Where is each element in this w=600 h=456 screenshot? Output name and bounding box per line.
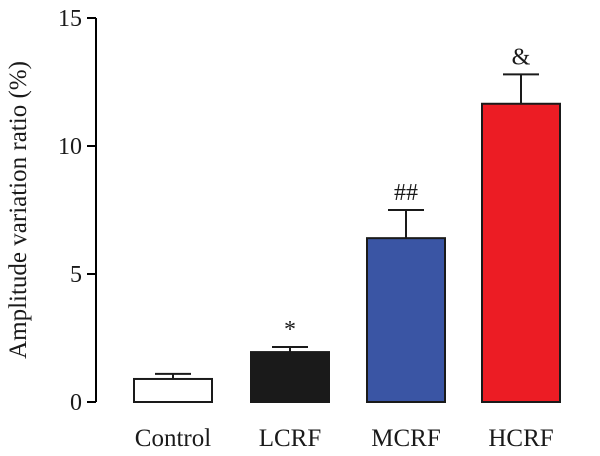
x-axis-labels: Control LCRF MCRF HCRF	[135, 425, 554, 452]
y-tick-label: 15	[58, 6, 82, 32]
y-tick-label: 10	[58, 134, 82, 160]
significance-marker: ##	[394, 180, 418, 206]
x-category-label: Control	[135, 425, 211, 452]
significance-marker: *	[284, 317, 296, 343]
bar-lcrf	[250, 351, 330, 403]
bar-mcrf	[366, 237, 446, 403]
bars-group: * ## &	[133, 44, 561, 403]
y-tick-label: 5	[70, 262, 82, 288]
significance-marker: &	[512, 44, 531, 70]
x-category-label: HCRF	[488, 425, 553, 452]
x-category-label: LCRF	[259, 425, 322, 452]
bar-control	[133, 377, 213, 403]
y-tick-label: 0	[70, 390, 82, 416]
bar-hcrf	[481, 102, 561, 403]
y-axis: 0 5 10 15	[58, 6, 97, 416]
y-axis-label: Amplitude variation ratio (%)	[5, 61, 32, 359]
x-category-label: MCRF	[371, 425, 440, 452]
